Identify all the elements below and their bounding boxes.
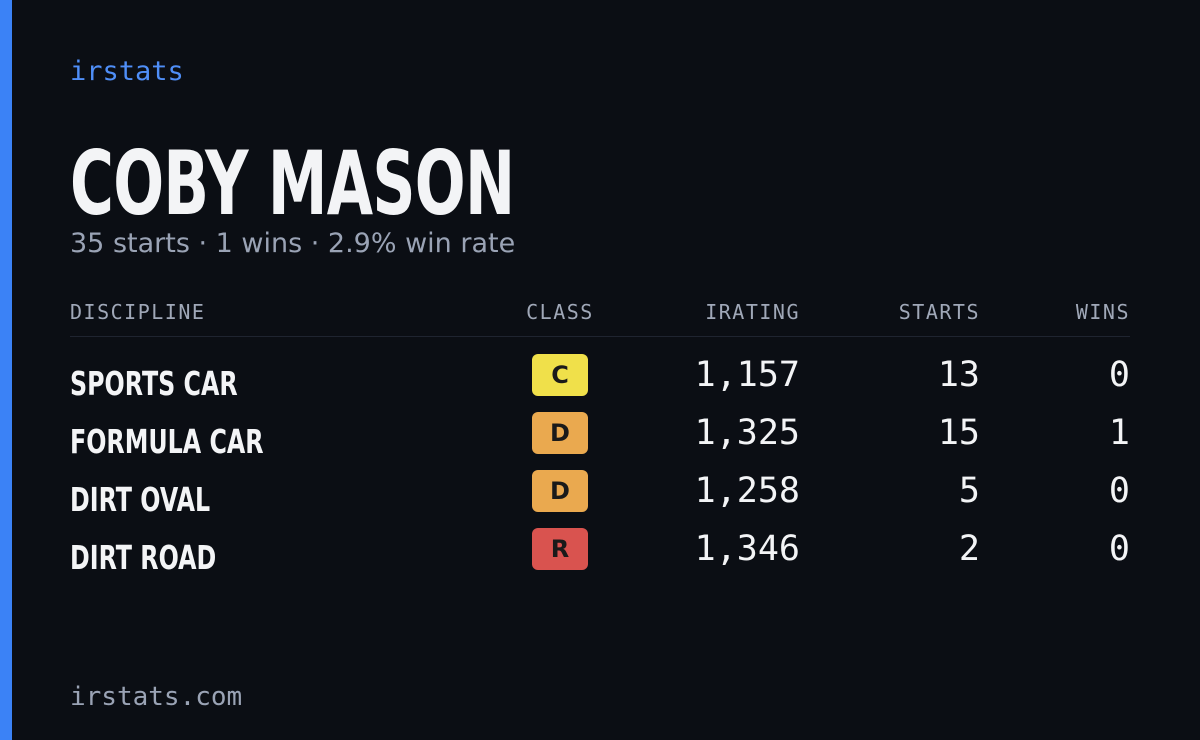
footer-link: irstats.com	[70, 682, 243, 712]
column-header: CLASS	[526, 300, 594, 324]
irating: 1,346	[694, 529, 800, 569]
column-header: IRATING	[705, 300, 800, 324]
irating: 1,157	[694, 355, 800, 395]
starts: 15	[937, 413, 980, 453]
accent-bar	[0, 0, 12, 740]
wins: 0	[1108, 355, 1130, 395]
starts: 5	[958, 471, 980, 511]
discipline: DIRT ROAD	[70, 538, 217, 577]
class-badge: C	[532, 354, 588, 396]
column-header: STARTS	[898, 300, 980, 324]
starts: 13	[937, 355, 980, 395]
irating: 1,325	[694, 413, 800, 453]
column-header: DISCIPLINE	[70, 300, 206, 324]
class-badge: D	[532, 412, 588, 454]
irating: 1,258	[694, 471, 800, 511]
brand: irstats	[70, 56, 184, 87]
wins: 0	[1108, 471, 1130, 511]
column-header: WINS	[1075, 300, 1130, 324]
class-badge: D	[532, 470, 588, 512]
discipline: FORMULA CAR	[70, 422, 264, 461]
driver-name: COBY MASON	[70, 132, 515, 235]
driver-summary: 35 starts · 1 wins · 2.9% win rate	[70, 228, 516, 259]
starts: 2	[958, 529, 980, 569]
discipline: SPORTS CAR	[70, 364, 238, 403]
class-badge: R	[532, 528, 588, 570]
wins: 0	[1108, 529, 1130, 569]
wins: 1	[1108, 413, 1130, 453]
discipline: DIRT OVAL	[70, 480, 211, 519]
header-rule	[70, 336, 1130, 337]
